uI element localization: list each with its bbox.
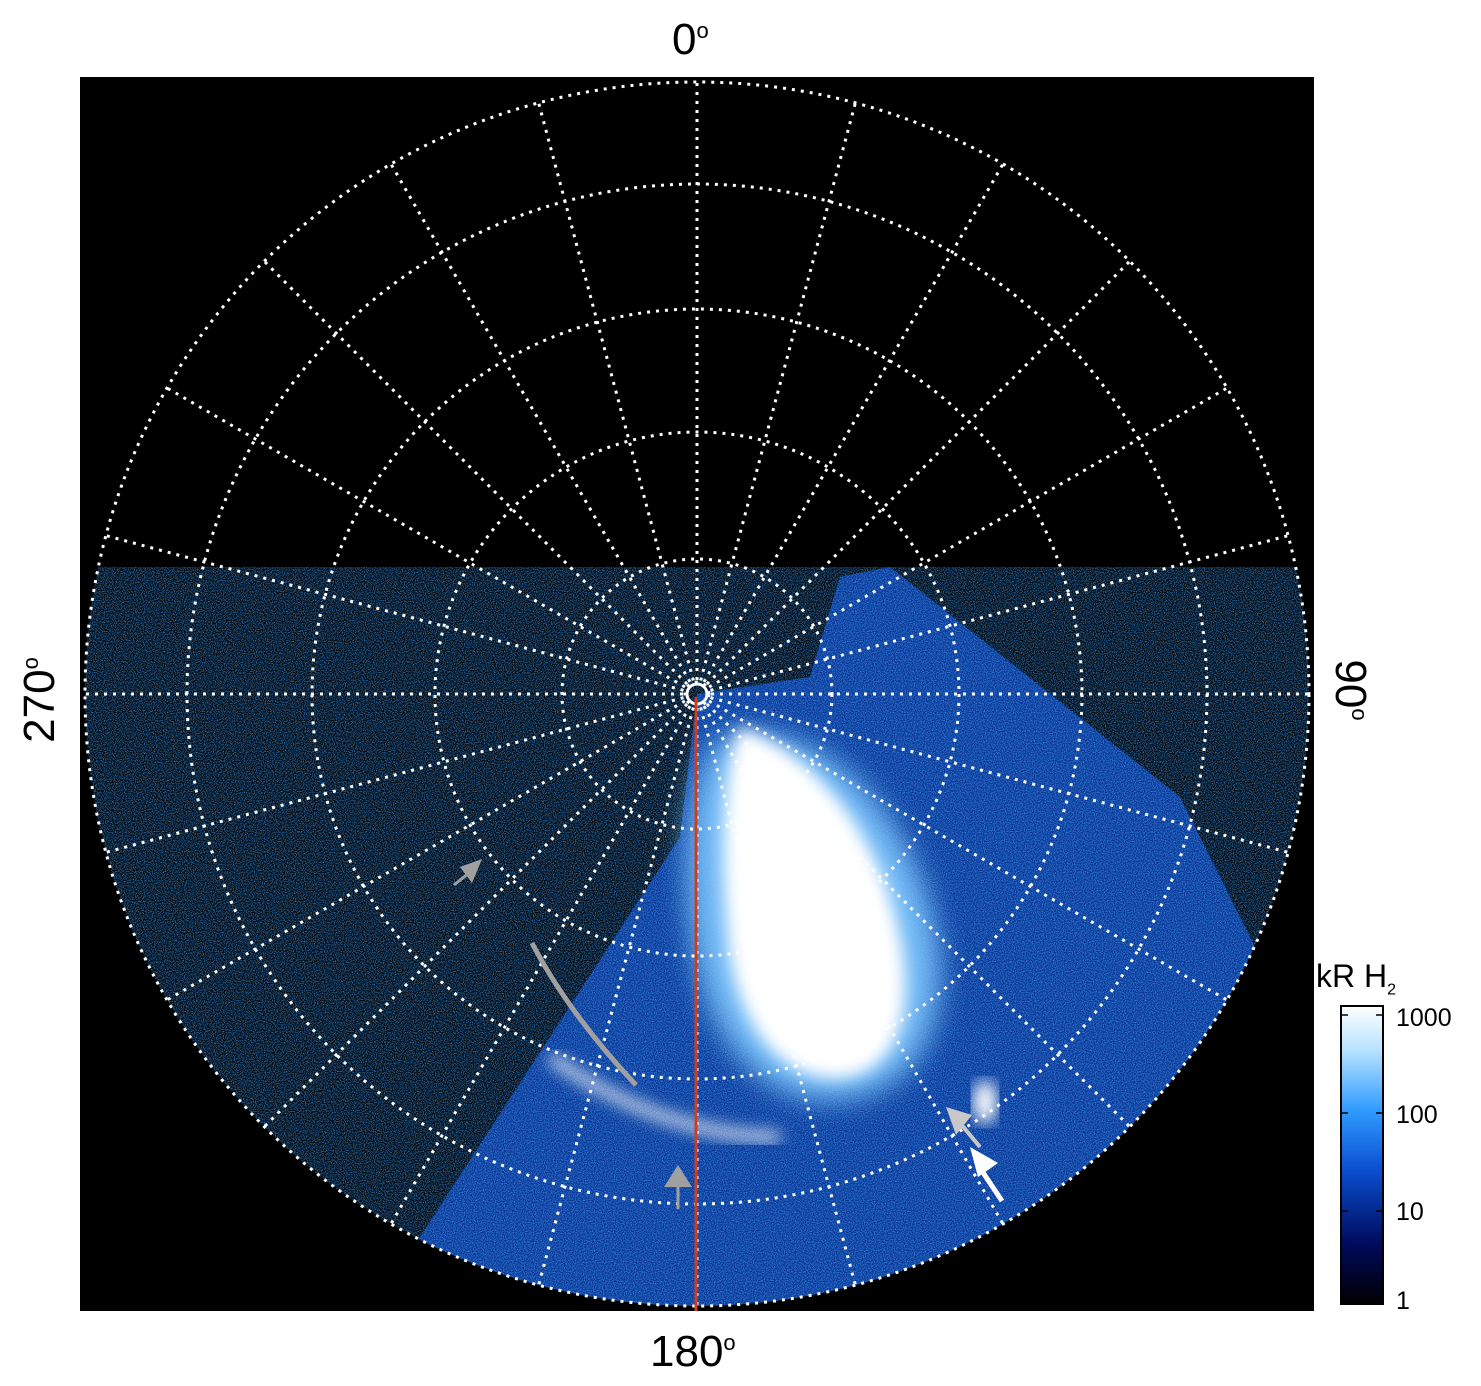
- io-footprint-spot: [973, 1080, 997, 1124]
- grid-spoke: [699, 102, 857, 681]
- grid-spoke: [263, 702, 689, 1128]
- colorbar-tick-1: 1: [1396, 1287, 1410, 1315]
- grid-spoke: [702, 705, 1005, 1225]
- oval-arc-lower: [547, 1052, 781, 1142]
- colorbar-tick-100: 100: [1396, 1101, 1438, 1129]
- grid-spoke: [166, 386, 686, 689]
- grid-spoke: [389, 705, 692, 1225]
- grid-spoke: [699, 707, 857, 1286]
- polar-grid: [83, 80, 1311, 1308]
- colorbar: [1340, 1005, 1384, 1305]
- angle-label-270: 270o: [15, 657, 64, 743]
- grid-spoke: [710, 534, 1289, 692]
- colorbar-title: kR H2: [1316, 958, 1397, 999]
- grid-spoke: [263, 260, 689, 686]
- polar-aurora-plot: [80, 77, 1314, 1311]
- gray-arrow-upper: [453, 859, 482, 887]
- colorbar-tick-1000: 1000: [1396, 1004, 1452, 1032]
- gray-arrow-bottom: [664, 1165, 692, 1209]
- gray-arrow-right: [946, 1107, 982, 1149]
- grid-spoke: [705, 702, 1131, 1128]
- grid-spoke: [105, 696, 684, 854]
- main-oval-bright: [723, 727, 906, 1079]
- angle-label-180: 180o: [650, 1327, 736, 1376]
- gray-arc: [529, 941, 638, 1087]
- grid-spoke: [537, 707, 695, 1286]
- grid-spoke: [537, 102, 695, 681]
- grid-spoke: [710, 696, 1289, 854]
- grid-spoke: [705, 260, 1131, 686]
- colorbar-tick-10: 10: [1396, 1198, 1424, 1226]
- grid-spoke: [708, 699, 1228, 1002]
- angle-label-0: 0o: [672, 15, 709, 64]
- white-arrow: [970, 1147, 1005, 1203]
- grid-spoke: [708, 386, 1228, 689]
- grid-spoke: [702, 163, 1005, 683]
- grid-spoke: [166, 699, 686, 1002]
- angle-label-90: 90o: [1326, 659, 1375, 721]
- grid-spoke: [389, 163, 692, 683]
- grid-spoke: [105, 534, 684, 692]
